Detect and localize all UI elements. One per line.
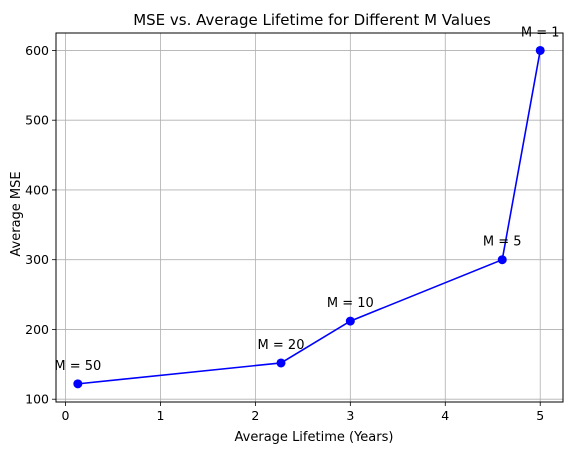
data-point [276,358,286,368]
x-tick-label: 0 [62,408,70,423]
y-tick-label: 200 [25,322,49,337]
x-tick-label: 1 [156,408,164,423]
point-annotation: M = 10 [327,296,374,311]
x-tick-label: 3 [346,408,354,423]
point-annotation: M = 20 [258,338,305,353]
y-tick-label: 500 [25,113,49,128]
y-tick-label: 600 [25,43,49,58]
data-point [497,255,507,265]
x-tick-label: 5 [536,408,544,423]
data-point [345,316,355,326]
point-annotation: M = 50 [54,359,101,374]
data-point [535,45,545,55]
chart-title: MSE vs. Average Lifetime for Different M… [133,11,491,29]
x-axis-label: Average Lifetime (Years) [235,430,394,445]
grid [56,33,563,402]
plot-frame [55,32,564,403]
y-axis-label: Average MSE [9,171,24,256]
data-point [73,379,83,389]
y-tick-label: 400 [25,182,49,197]
y-tick-label: 100 [25,392,49,407]
y-axis: 100 200 300 400 500 600 [25,43,56,407]
series-line [77,50,542,385]
x-axis: 0 1 2 3 4 5 [62,402,544,423]
x-tick-label: 4 [441,408,449,423]
plot-area: M = 50M = 20M = 10M = 5M = 1 [54,25,560,389]
point-annotation: M = 5 [483,235,522,250]
x-tick-label: 2 [251,408,259,423]
y-tick-label: 300 [25,252,49,267]
